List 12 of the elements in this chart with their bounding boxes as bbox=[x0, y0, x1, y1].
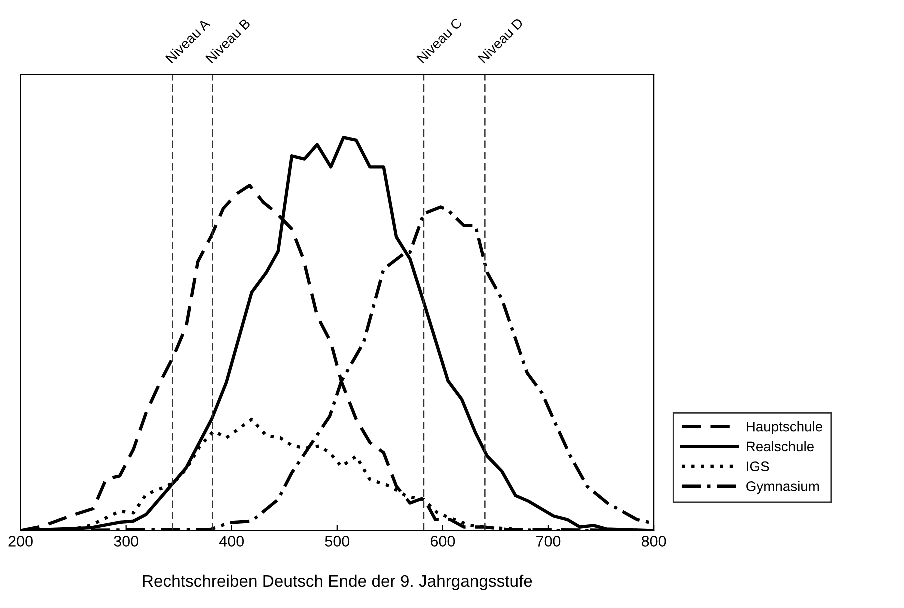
x-tick-label: 600 bbox=[430, 536, 456, 547]
x-tick-label: 400 bbox=[219, 536, 244, 547]
x-tick-label: 800 bbox=[642, 536, 666, 547]
x-tick-label: 700 bbox=[536, 536, 561, 547]
x-tick-label: 300 bbox=[114, 536, 138, 547]
legend-label: Realschule bbox=[747, 441, 814, 452]
x-axis-title: Rechtschreiben Deutsch Ende der 9. Jahrgangsstufe bbox=[143, 574, 532, 590]
legend-label: Hauptschule bbox=[747, 422, 822, 434]
x-tick-label: 200 bbox=[8, 536, 33, 547]
x-tick-label: 500 bbox=[325, 536, 350, 547]
legend-label: IGS bbox=[747, 462, 770, 472]
legend-label: Gymnasium bbox=[746, 481, 820, 494]
